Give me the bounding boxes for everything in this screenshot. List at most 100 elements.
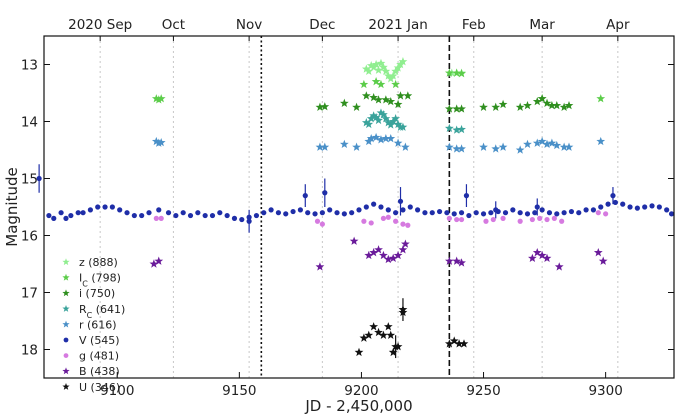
data-point	[109, 204, 115, 210]
data-point	[396, 91, 405, 100]
data-point	[352, 142, 361, 151]
data-point	[339, 139, 349, 149]
x-tick-label: 9250	[466, 383, 500, 399]
data-point	[102, 204, 108, 210]
data-point	[327, 207, 333, 213]
data-point	[334, 210, 340, 216]
data-point	[339, 98, 349, 107]
data-point	[610, 193, 616, 199]
data-point	[393, 250, 403, 260]
data-point	[51, 215, 57, 221]
x-tick-label: 9150	[222, 383, 256, 399]
data-point	[444, 68, 454, 77]
data-point	[515, 102, 525, 111]
data-point	[620, 201, 626, 207]
data-point	[529, 216, 535, 223]
data-point	[488, 210, 494, 216]
data-point	[452, 125, 462, 134]
data-point	[612, 199, 618, 206]
y-tick-label: 16	[21, 229, 38, 245]
y-tick-label: 18	[21, 343, 38, 359]
x-axis-title: JD - 2,450,000	[304, 397, 412, 415]
data-point	[371, 77, 381, 86]
data-point	[590, 207, 597, 213]
data-point	[400, 221, 406, 227]
y-tick-label: 15	[21, 172, 38, 188]
data-point	[366, 114, 376, 123]
data-point	[452, 144, 462, 153]
legend-label: IC (798)	[79, 272, 121, 289]
data-point	[490, 216, 496, 223]
data-point	[388, 71, 398, 80]
data-point	[319, 221, 325, 227]
data-point	[385, 214, 391, 220]
data-point	[315, 262, 325, 271]
data-point	[532, 96, 542, 106]
data-point	[46, 212, 52, 219]
data-point	[559, 102, 569, 111]
series-3	[361, 108, 466, 134]
data-point	[374, 65, 383, 74]
series-6	[153, 210, 609, 228]
data-point	[381, 114, 391, 123]
data-point	[320, 142, 330, 151]
data-point	[454, 216, 460, 223]
data-point	[363, 204, 369, 210]
data-point	[381, 66, 391, 76]
data-point	[537, 215, 543, 221]
data-point	[386, 330, 396, 339]
legend-label: RC (641)	[79, 303, 125, 320]
data-point	[388, 347, 398, 357]
data-point	[500, 215, 506, 221]
data-point	[444, 104, 454, 113]
data-point	[429, 210, 435, 216]
data-point	[63, 215, 69, 221]
data-point	[383, 71, 393, 80]
data-point	[151, 136, 161, 146]
data-point	[498, 142, 508, 151]
data-point	[95, 204, 101, 210]
data-point	[388, 253, 398, 263]
month-gridlines	[99, 36, 619, 378]
data-point	[391, 79, 400, 89]
data-point	[374, 245, 383, 254]
month-label: Apr	[606, 17, 630, 33]
data-point	[341, 211, 347, 217]
data-point	[151, 94, 161, 103]
data-point	[349, 236, 359, 245]
data-point	[131, 212, 137, 219]
data-point	[393, 138, 403, 147]
data-point	[319, 210, 325, 216]
data-point	[595, 210, 601, 216]
data-point	[444, 142, 454, 151]
data-point	[598, 204, 604, 210]
data-point	[187, 212, 194, 219]
data-point	[383, 322, 393, 331]
data-point	[297, 207, 303, 213]
data-point	[583, 207, 589, 213]
data-point	[463, 193, 470, 199]
data-point	[283, 211, 289, 217]
data-point	[376, 58, 386, 68]
data-point	[400, 207, 406, 213]
data-point	[480, 211, 487, 217]
data-point	[466, 212, 472, 219]
month-label: Mar	[529, 17, 555, 33]
legend-marker	[62, 367, 70, 375]
data-point	[361, 91, 371, 100]
data-point	[379, 110, 388, 119]
data-point	[352, 102, 361, 111]
event-lines	[260, 36, 451, 378]
data-point	[568, 208, 575, 215]
data-point	[452, 256, 462, 265]
data-point	[407, 204, 413, 210]
data-point	[524, 211, 531, 217]
data-point	[483, 218, 489, 224]
data-point	[554, 262, 564, 271]
data-point	[374, 327, 383, 337]
data-point	[454, 339, 464, 348]
legend-item: IC (798)	[62, 272, 121, 289]
data-point	[452, 68, 462, 77]
data-point	[510, 207, 516, 213]
data-point	[239, 216, 245, 223]
